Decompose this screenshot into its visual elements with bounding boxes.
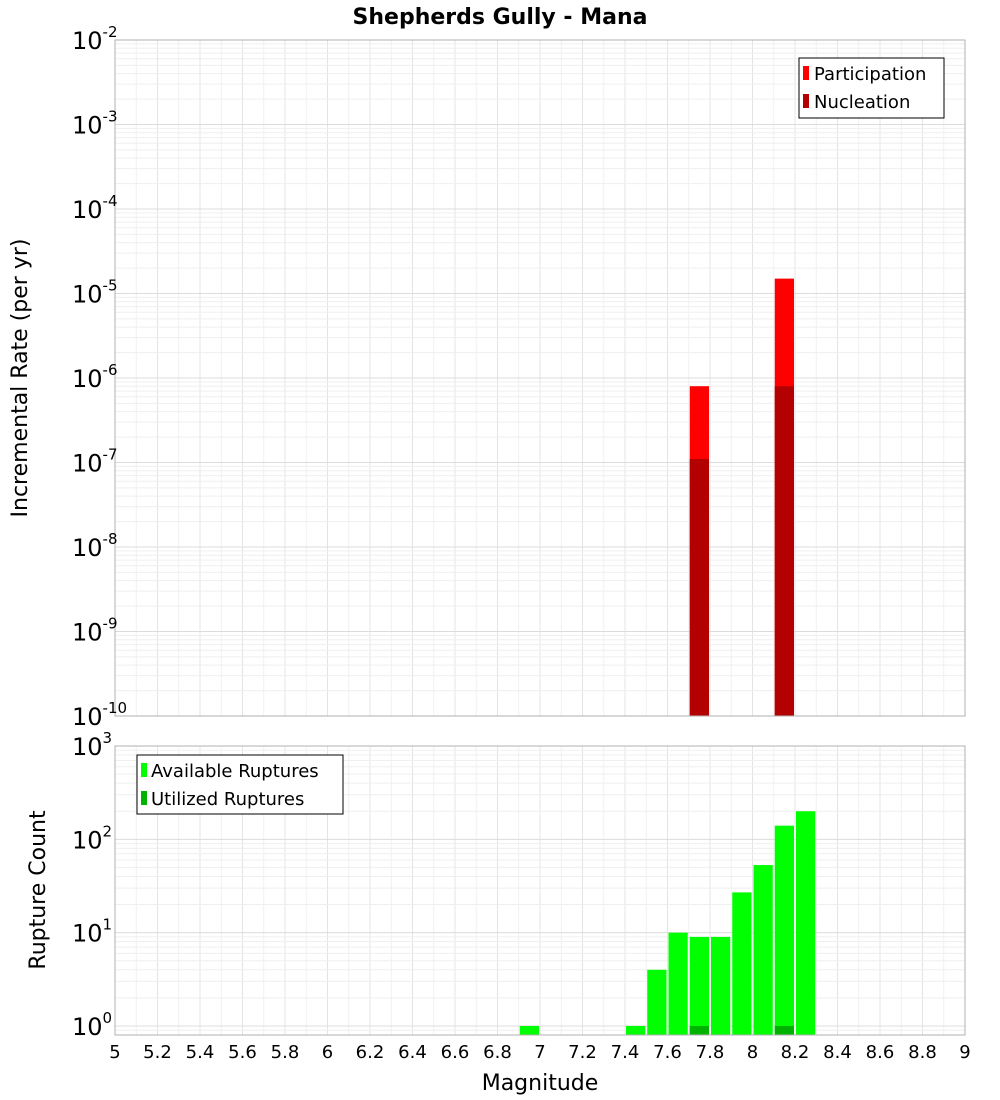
count-bar-available-ruptures	[668, 932, 688, 1035]
rate-bar-nucleation	[774, 386, 794, 716]
legend-label-nucleation: Nucleation	[814, 92, 910, 113]
rate-y-tick-label: 10-3	[72, 108, 118, 140]
count-bar-available-ruptures	[647, 969, 667, 1035]
x-tick-label: 6.2	[356, 1042, 385, 1063]
rate-y-tick-label: 10-6	[72, 361, 118, 393]
rate-legend-box	[798, 57, 945, 119]
rate-y-tick-label: 10-5	[72, 277, 118, 309]
x-tick-label: 8	[747, 1042, 758, 1063]
count-bar-available-ruptures	[711, 936, 731, 1035]
count-y-tick-label: 103	[72, 729, 112, 761]
legend-swatch-nucleation	[803, 94, 809, 108]
incremental-rate-panel: 10-10 10-9 10-8 10-7 10-6 10-5 10-4 10-3 10-2 In…	[8, 23, 966, 731]
x-tick-label: 8.6	[866, 1042, 895, 1063]
rate-y-tick-label: 10-8	[72, 530, 118, 562]
x-tick-label: 5	[109, 1042, 120, 1063]
rate-bar-nucleation	[689, 459, 709, 716]
rate-y-axis-label: Incremental Rate (per yr)	[8, 239, 33, 518]
count-y-tick-label: 100	[72, 1009, 112, 1041]
count-legend-box	[136, 754, 344, 815]
x-tick-label: 8.4	[823, 1042, 852, 1063]
count-bar-available-ruptures	[689, 936, 709, 1035]
count-bar-available-ruptures	[519, 1025, 539, 1035]
rate-plot-frame	[114, 39, 966, 717]
chart-title: Shepherds Gully - Mana	[353, 5, 648, 30]
x-tick-label: 7.2	[568, 1042, 597, 1063]
legend-label-available: Available Ruptures	[151, 761, 319, 782]
x-tick-label: 9	[959, 1042, 970, 1063]
x-tick-label: 6	[322, 1042, 333, 1063]
x-tick-label: 7.8	[696, 1042, 725, 1063]
count-legend: Available Ruptures Utilized Ruptures	[136, 754, 344, 815]
x-tick-labels: 5 5.2 5.4 5.6 5.8 6 6.2 6.4 6.6 6.8 7 7.2 7.4 7.6 7.8 8…	[109, 1042, 970, 1063]
rate-y-tick-label: 10-9	[72, 615, 118, 647]
x-tick-label: 8.2	[781, 1042, 810, 1063]
count-bars	[519, 811, 816, 1035]
rate-gridlines	[114, 39, 966, 717]
count-bar-available-ruptures	[732, 892, 752, 1035]
x-tick-label: 6.8	[483, 1042, 512, 1063]
rupture-count-panel: 100 101 102 103 Rupture Count Available Rup…	[26, 729, 966, 1041]
count-y-tick-labels: 100 101 102 103	[72, 729, 112, 1041]
count-bar-available-ruptures	[796, 811, 816, 1035]
rate-y-tick-labels: 10-10 10-9 10-8 10-7 10-6 10-5 10-4 10-3 10-2	[72, 23, 127, 731]
count-bar-available-ruptures	[753, 865, 773, 1035]
x-tick-label: 6.4	[398, 1042, 427, 1063]
rate-y-tick-label: 10-4	[72, 192, 118, 224]
x-axis-label: Magnitude	[482, 1071, 599, 1096]
rate-y-tick-label: 10-7	[72, 446, 118, 478]
count-y-tick-label: 102	[72, 822, 112, 854]
legend-swatch-available	[141, 763, 147, 777]
count-plot-frame	[114, 745, 966, 1036]
count-y-axis-label: Rupture Count	[26, 810, 51, 970]
legend-label-utilized: Utilized Ruptures	[151, 789, 304, 810]
x-tick-label: 7	[534, 1042, 545, 1063]
x-tick-label: 7.6	[653, 1042, 682, 1063]
legend-swatch-utilized	[141, 791, 147, 805]
count-bar-available-ruptures	[774, 825, 794, 1035]
x-tick-label: 5.8	[271, 1042, 300, 1063]
count-bar-available-ruptures	[626, 1025, 646, 1035]
x-tick-label: 7.4	[611, 1042, 640, 1063]
x-tick-label: 8.8	[908, 1042, 937, 1063]
count-bar-utilized-ruptures	[774, 1025, 794, 1035]
count-bar-utilized-ruptures	[689, 1025, 709, 1035]
x-tick-label: 5.2	[143, 1042, 172, 1063]
legend-swatch-participation	[803, 66, 809, 80]
rate-y-tick-label: 10-2	[72, 23, 118, 55]
rate-y-tick-label: 10-10	[72, 699, 127, 731]
legend-label-participation: Participation	[814, 64, 926, 85]
rate-legend: Participation Nucleation	[798, 57, 945, 119]
rate-bars	[689, 278, 794, 716]
x-tick-label: 5.4	[186, 1042, 215, 1063]
count-y-tick-label: 101	[72, 916, 112, 948]
x-tick-label: 6.6	[441, 1042, 470, 1063]
x-tick-label: 5.6	[228, 1042, 257, 1063]
